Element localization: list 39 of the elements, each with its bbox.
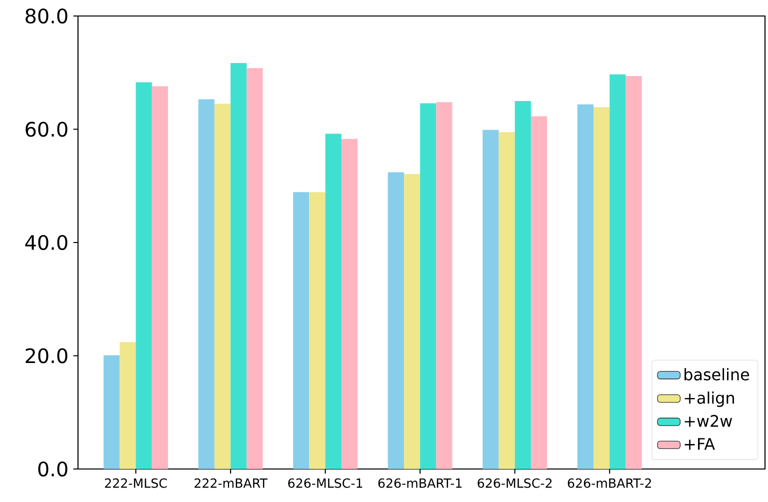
bar	[325, 134, 342, 469]
bar	[246, 68, 263, 469]
bar	[482, 130, 499, 469]
bar	[626, 76, 642, 469]
bar	[120, 342, 136, 469]
bar	[104, 355, 120, 469]
bar	[610, 74, 626, 469]
bar	[230, 63, 247, 469]
x-tick-label: 626-mBART-2	[568, 478, 651, 488]
x-tick-label: 626-mBART-1	[378, 478, 462, 488]
bar	[152, 86, 168, 469]
bar	[514, 100, 531, 469]
x-tick-label: 626-MLSC-1	[288, 478, 362, 488]
bar	[309, 192, 326, 469]
bar	[198, 99, 214, 469]
bar	[530, 116, 548, 469]
legend-label: +align	[684, 392, 734, 407]
bar	[293, 192, 310, 469]
bar	[577, 104, 594, 469]
x-tick-label: 626-MLSC-2	[478, 478, 552, 488]
x-tick-label: 222-mBART	[194, 478, 268, 488]
bar	[593, 107, 610, 469]
legend-label: +w2w	[684, 414, 732, 427]
y-tick-label: 80.0	[26, 8, 68, 24]
bar	[436, 102, 452, 469]
bar	[498, 132, 515, 469]
bar	[420, 103, 436, 469]
bar	[214, 104, 231, 469]
legend-label: baseline	[684, 368, 750, 380]
bar	[341, 138, 358, 469]
bar	[388, 172, 404, 469]
bar	[136, 82, 152, 469]
y-tick-label: 0.0	[38, 461, 68, 477]
y-tick-label: 20.0	[26, 348, 68, 364]
legend-label: +FA	[684, 438, 715, 450]
y-tick-label: 40.0	[25, 234, 68, 250]
bar	[404, 174, 420, 469]
y-tick-label: 60.0	[26, 122, 68, 137]
x-tick-label: 222-MLSC	[105, 478, 167, 488]
